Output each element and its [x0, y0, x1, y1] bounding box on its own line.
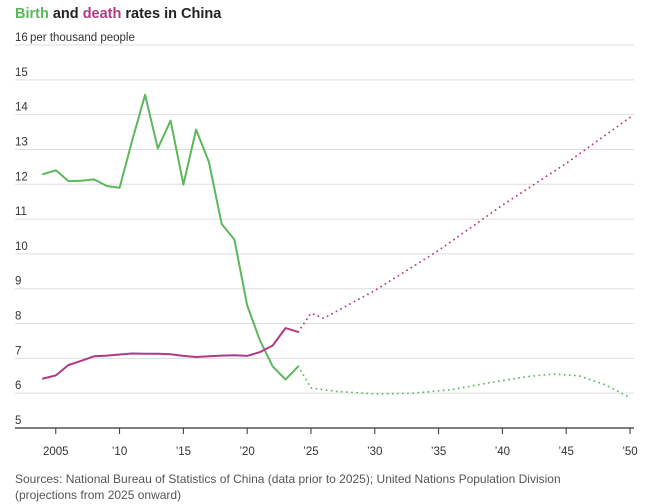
y-unit-label: per thousand people [30, 32, 135, 44]
x-tick-label-2030: ’30 [367, 446, 382, 458]
x-tick-label-2035: ’35 [431, 446, 446, 458]
y-tick-7: 7 [15, 345, 21, 357]
x-axis: 2005 ’10 ’15 ’20 ’25 ’30 ’35 ’40 ’45 ’50 [43, 428, 638, 458]
y-axis-ticks: 5 6 7 8 9 10 11 12 13 14 15 16 [15, 32, 28, 427]
y-tick-14: 14 [15, 102, 28, 114]
x-tick-label-2025: ’25 [303, 446, 318, 458]
series-line-birth-projection [297, 365, 631, 399]
x-tick-label-2040: ’40 [495, 446, 510, 458]
title-rest: rates in China [121, 6, 222, 22]
x-tick-label-2045: ’45 [559, 446, 574, 458]
x-tick-label-2010: ’10 [112, 446, 127, 458]
y-tick-11: 11 [15, 206, 27, 218]
title-birth: Birth [15, 6, 49, 22]
x-tick-label-2020: ’20 [239, 446, 254, 458]
y-tick-6: 6 [15, 380, 21, 392]
title-death: death [83, 6, 122, 22]
source-line-2: (projections from 2025 onward) [15, 488, 181, 502]
chart-title: Birth and death rates in China [15, 6, 222, 22]
x-tick-label-2050: ’50 [622, 446, 637, 458]
y-tick-16: 16 [15, 32, 28, 44]
series-lines [42, 93, 631, 399]
series-line-death-projection [297, 116, 631, 333]
y-tick-13: 13 [15, 136, 28, 148]
title-and: and [49, 6, 83, 22]
y-tick-9: 9 [15, 276, 21, 288]
series-line-death-historical [42, 327, 300, 380]
x-tick-label-2005: 2005 [43, 446, 69, 458]
grid-lines [15, 44, 634, 429]
source-line-1: Sources: National Bureau of Statistics o… [15, 472, 561, 486]
series-line-birth-historical [42, 93, 300, 381]
y-tick-8: 8 [15, 311, 21, 323]
y-tick-15: 15 [15, 67, 28, 79]
y-tick-10: 10 [15, 241, 28, 253]
x-tick-label-2015: ’15 [176, 446, 191, 458]
y-tick-12: 12 [15, 171, 28, 183]
y-tick-5: 5 [15, 415, 21, 427]
